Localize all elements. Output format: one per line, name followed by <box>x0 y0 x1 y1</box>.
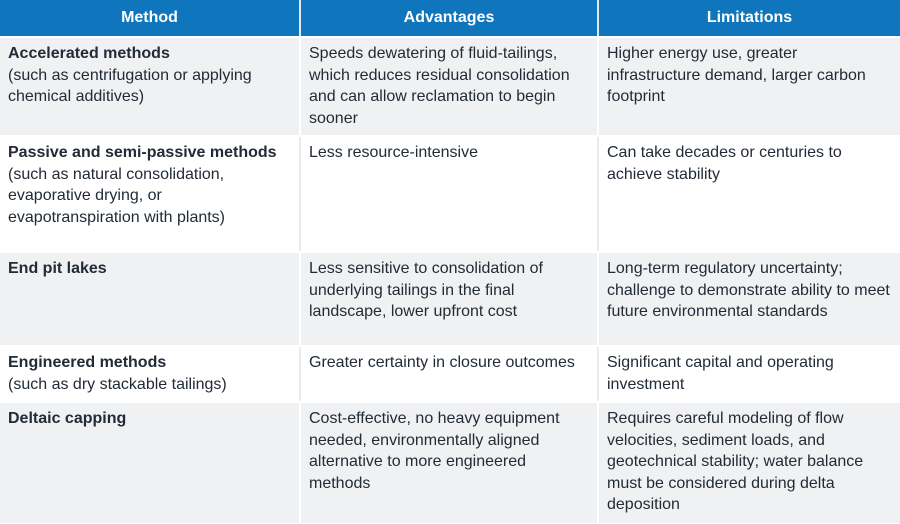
method-name: End pit lakes <box>8 260 107 277</box>
method-name: Engineered methods <box>8 354 167 371</box>
advantages-cell: Greater certainty in closure outcomes <box>300 346 599 403</box>
column-header-method: Method <box>0 0 301 38</box>
method-note: (such as natural consolidation, evaporat… <box>8 165 226 226</box>
method-name: Accelerated methods <box>8 45 170 62</box>
method-cell: Accelerated methods (such as centrifugat… <box>0 37 301 137</box>
limitations-cell: Significant capital and operating invest… <box>598 346 900 403</box>
table-row: Passive and semi-passive methods (such a… <box>0 136 900 253</box>
column-header-advantages: Advantages <box>300 0 599 38</box>
limitations-cell: Higher energy use, greater infrastructur… <box>598 37 900 137</box>
table-row: Accelerated methods (such as centrifugat… <box>0 37 900 137</box>
limitations-cell: Requires careful modeling of flow veloci… <box>598 402 900 523</box>
table-row: Engineered methods (such as dry stackabl… <box>0 346 900 403</box>
table-row: End pit lakes Less sensitive to consolid… <box>0 252 900 347</box>
column-header-limitations: Limitations <box>598 0 900 38</box>
method-note: (such as dry stackable tailings) <box>8 375 227 393</box>
limitations-cell: Long-term regulatory uncertainty; challe… <box>598 252 900 347</box>
advantages-cell: Less sensitive to consolidation of under… <box>300 252 599 347</box>
advantages-cell: Cost-effective, no heavy equipment neede… <box>300 402 599 523</box>
method-name: Deltaic capping <box>8 410 127 427</box>
method-cell: Engineered methods (such as dry stackabl… <box>0 346 301 403</box>
limitations-cell: Can take decades or centuries to achieve… <box>598 136 900 253</box>
method-name: Passive and semi-passive methods <box>8 144 277 161</box>
advantages-cell: Less resource-intensive <box>300 136 599 253</box>
method-cell: End pit lakes <box>0 252 301 347</box>
method-note: (such as centrifugation or applying chem… <box>8 66 252 106</box>
method-cell: Deltaic capping <box>0 402 301 523</box>
table-row: Deltaic capping Cost-effective, no heavy… <box>0 402 900 523</box>
method-cell: Passive and semi-passive methods (such a… <box>0 136 301 253</box>
advantages-cell: Speeds dewatering of fluid-tailings, whi… <box>300 37 599 137</box>
header-row: Method Advantages Limitations <box>0 0 900 38</box>
